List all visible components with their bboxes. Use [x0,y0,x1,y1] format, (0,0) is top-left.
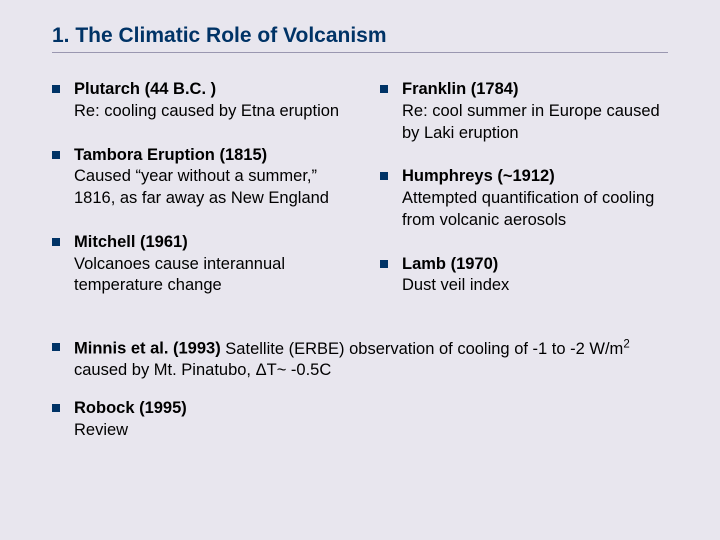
item-body: Dust veil index [402,276,509,294]
item-text: Mitchell (1961) Volcanoes cause interann… [74,232,340,297]
item-head: Tambora Eruption (1815) [74,146,267,164]
item-body: Re: cool summer in Europe caused by Laki… [402,102,660,142]
bullet-icon [380,85,388,93]
item-body: Attempted quantification of cooling from… [402,189,654,229]
left-column: Plutarch (44 B.C. ) Re: cooling caused b… [52,79,340,319]
item-body: Re: cooling caused by Etna eruption [74,102,339,120]
list-item: Franklin (1784) Re: cool summer in Europ… [380,79,668,144]
bullet-icon [52,238,60,246]
item-body: Caused “year without a summer,” 1816, as… [74,167,329,207]
slide-title: 1. The Climatic Role of Volcanism [52,24,668,48]
bullet-icon [52,343,60,351]
item-text: Franklin (1784) Re: cool summer in Europ… [402,79,668,144]
item-head: Plutarch (44 B.C. ) [74,80,216,98]
bullet-icon [52,151,60,159]
bullet-icon [52,85,60,93]
item-head: Mitchell (1961) [74,233,188,251]
item-head: Lamb (1970) [402,255,498,273]
bullet-icon [380,260,388,268]
two-column-region: Plutarch (44 B.C. ) Re: cooling caused b… [52,79,668,319]
item-text: Lamb (1970) Dust veil index [402,254,509,298]
list-item: Tambora Eruption (1815) Caused “year wit… [52,145,340,210]
item-text: Humphreys (~1912) Attempted quantificati… [402,166,668,231]
item-body: Review [74,421,128,439]
bullet-icon [380,172,388,180]
item-text: Robock (1995) Review [74,398,187,442]
item-head: Robock (1995) [74,399,187,417]
list-item: Robock (1995) Review [52,398,668,442]
list-item: Lamb (1970) Dust veil index [380,254,668,298]
item-head: Humphreys (~1912) [402,167,555,185]
item-body: Volcanoes cause interannual temperature … [74,255,285,295]
list-item: Plutarch (44 B.C. ) Re: cooling caused b… [52,79,340,123]
slide: 1. The Climatic Role of Volcanism Plutar… [0,0,720,478]
item-head: Franklin (1784) [402,80,518,98]
item-text: Minnis et al. (1993) Satellite (ERBE) ob… [74,337,668,382]
title-rule [52,52,668,53]
list-item: Mitchell (1961) Volcanoes cause interann… [52,232,340,297]
item-text: Plutarch (44 B.C. ) Re: cooling caused b… [74,79,339,123]
list-item: Minnis et al. (1993) Satellite (ERBE) ob… [52,337,668,382]
right-column: Franklin (1784) Re: cool summer in Europ… [380,79,668,319]
item-head: Minnis et al. (1993) [74,340,221,358]
list-item: Humphreys (~1912) Attempted quantificati… [380,166,668,231]
bullet-icon [52,404,60,412]
item-text: Tambora Eruption (1815) Caused “year wit… [74,145,340,210]
